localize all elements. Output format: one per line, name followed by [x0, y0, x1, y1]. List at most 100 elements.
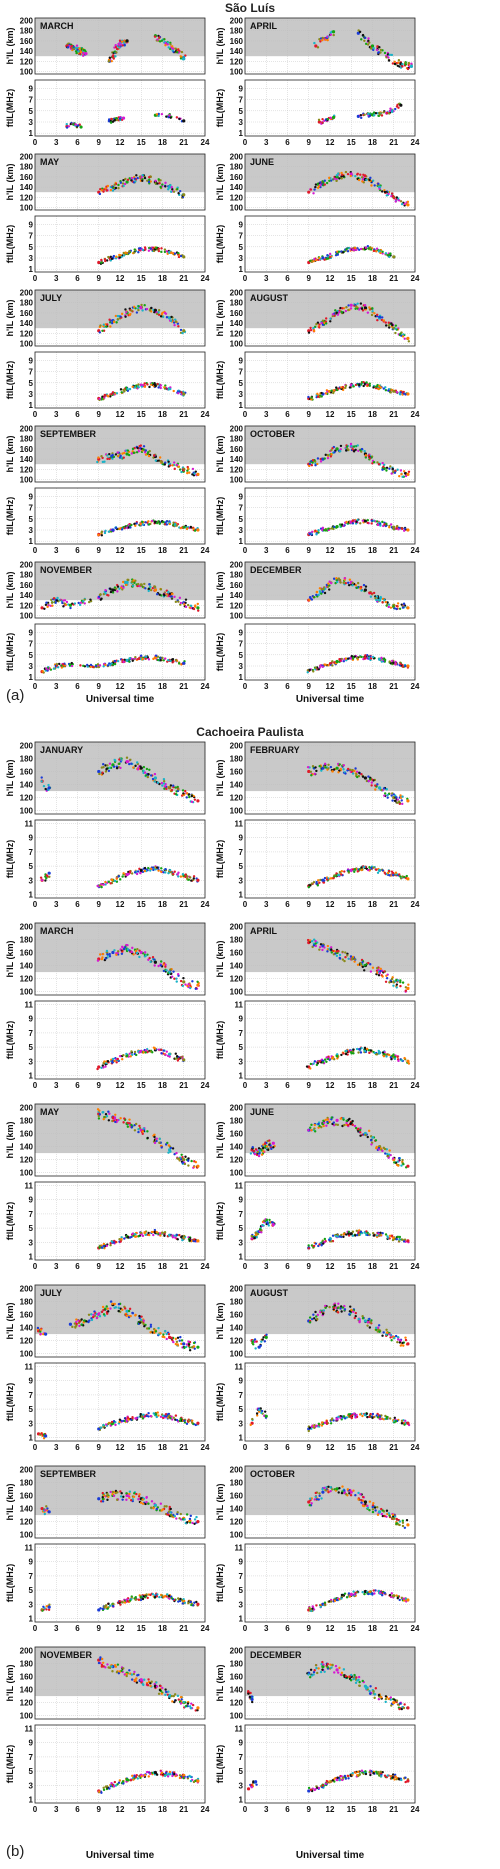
- data-point: [120, 528, 124, 531]
- data-point: [355, 1047, 359, 1051]
- data-point: [175, 116, 179, 119]
- data-point: [188, 1239, 192, 1242]
- data-point: [127, 872, 130, 876]
- data-point: [123, 1117, 126, 1120]
- data-point: [152, 1233, 155, 1237]
- data-point: [171, 464, 174, 467]
- data-point: [172, 521, 175, 524]
- data-point: [349, 442, 353, 446]
- data-point: [153, 964, 156, 967]
- data-point: [308, 462, 312, 466]
- data-point: [65, 126, 69, 129]
- data-point: [395, 796, 398, 799]
- data-point: [179, 979, 183, 983]
- axes-frame: [34, 289, 206, 347]
- data-point: [98, 331, 102, 334]
- data-point: [109, 121, 113, 124]
- y-tick-label: 200: [230, 153, 244, 162]
- data-point: [196, 878, 200, 882]
- y-tick-label: 3: [29, 1057, 34, 1066]
- data-point: [160, 461, 164, 464]
- data-point: [176, 51, 179, 54]
- data-point: [140, 303, 143, 307]
- data-point: [135, 1235, 138, 1238]
- data-point: [394, 663, 397, 666]
- x-tick-label: 6: [75, 138, 80, 147]
- y-tick-label: 9: [29, 220, 34, 229]
- y-tick-label: 7: [239, 504, 244, 513]
- x-tick-label: 0: [33, 274, 38, 283]
- data-point: [387, 56, 390, 59]
- data-point: [66, 46, 70, 49]
- data-point: [179, 875, 183, 878]
- data-point: [308, 596, 312, 599]
- data-point: [174, 600, 178, 604]
- data-point: [320, 321, 323, 325]
- y-tick-label: 3: [239, 118, 244, 127]
- data-point: [183, 603, 186, 606]
- data-point: [363, 776, 368, 780]
- data-point: [366, 311, 370, 314]
- data-point: [188, 471, 191, 474]
- data-point: [150, 306, 153, 310]
- data-point: [130, 176, 134, 180]
- data-point: [392, 874, 395, 877]
- data-point: [147, 180, 151, 184]
- x-tick-label: 15: [137, 900, 146, 909]
- y-tick-label: 100: [230, 339, 244, 348]
- data-point: [367, 1129, 371, 1133]
- data-point: [124, 308, 127, 311]
- data-point: [375, 1145, 379, 1149]
- data-point: [344, 582, 348, 585]
- data-point: [133, 248, 136, 251]
- data-point: [101, 956, 104, 959]
- data-point: [62, 605, 65, 608]
- data-point: [174, 320, 178, 323]
- data-point: [174, 658, 178, 662]
- data-point: [108, 955, 112, 958]
- data-point: [344, 951, 347, 954]
- data-point: [131, 385, 134, 389]
- axes-frame: [34, 153, 206, 211]
- y-tick-label: 120: [230, 193, 244, 202]
- data-point: [161, 784, 164, 787]
- data-point: [149, 960, 152, 964]
- y-tick-label: 180: [230, 935, 244, 944]
- data-point: [339, 448, 342, 451]
- data-point: [373, 1051, 376, 1055]
- y-tick-label: 140: [20, 781, 34, 790]
- data-point: [308, 532, 312, 536]
- axes-frame: [34, 17, 206, 75]
- x-tick-label: 21: [179, 410, 188, 419]
- data-point: [388, 981, 391, 984]
- data-point: [360, 38, 363, 41]
- data-point: [394, 469, 397, 473]
- data-point: [185, 796, 188, 799]
- y-tick-label: 140: [230, 962, 244, 971]
- data-point: [370, 519, 373, 522]
- data-point: [111, 591, 115, 594]
- data-point: [115, 766, 119, 770]
- data-point: [367, 868, 370, 872]
- data-point: [99, 324, 102, 327]
- data-point: [159, 384, 163, 387]
- data-point: [129, 1055, 132, 1058]
- data-point: [86, 663, 89, 667]
- axes-frame: [244, 17, 416, 75]
- data-point: [377, 1051, 382, 1055]
- data-point: [360, 772, 363, 776]
- y-tick-label: 9: [239, 220, 244, 229]
- data-point: [143, 303, 146, 307]
- data-point: [385, 1055, 388, 1058]
- data-point: [371, 1136, 374, 1139]
- data-point: [118, 758, 121, 761]
- data-point: [113, 183, 116, 186]
- data-point: [335, 179, 338, 183]
- x-tick-label: 12: [116, 274, 125, 283]
- data-point: [375, 48, 379, 52]
- data-point: [172, 872, 175, 876]
- data-point: [151, 956, 155, 959]
- data-point: [329, 179, 333, 182]
- x-tick-label: 15: [137, 1081, 146, 1090]
- data-point: [351, 772, 355, 775]
